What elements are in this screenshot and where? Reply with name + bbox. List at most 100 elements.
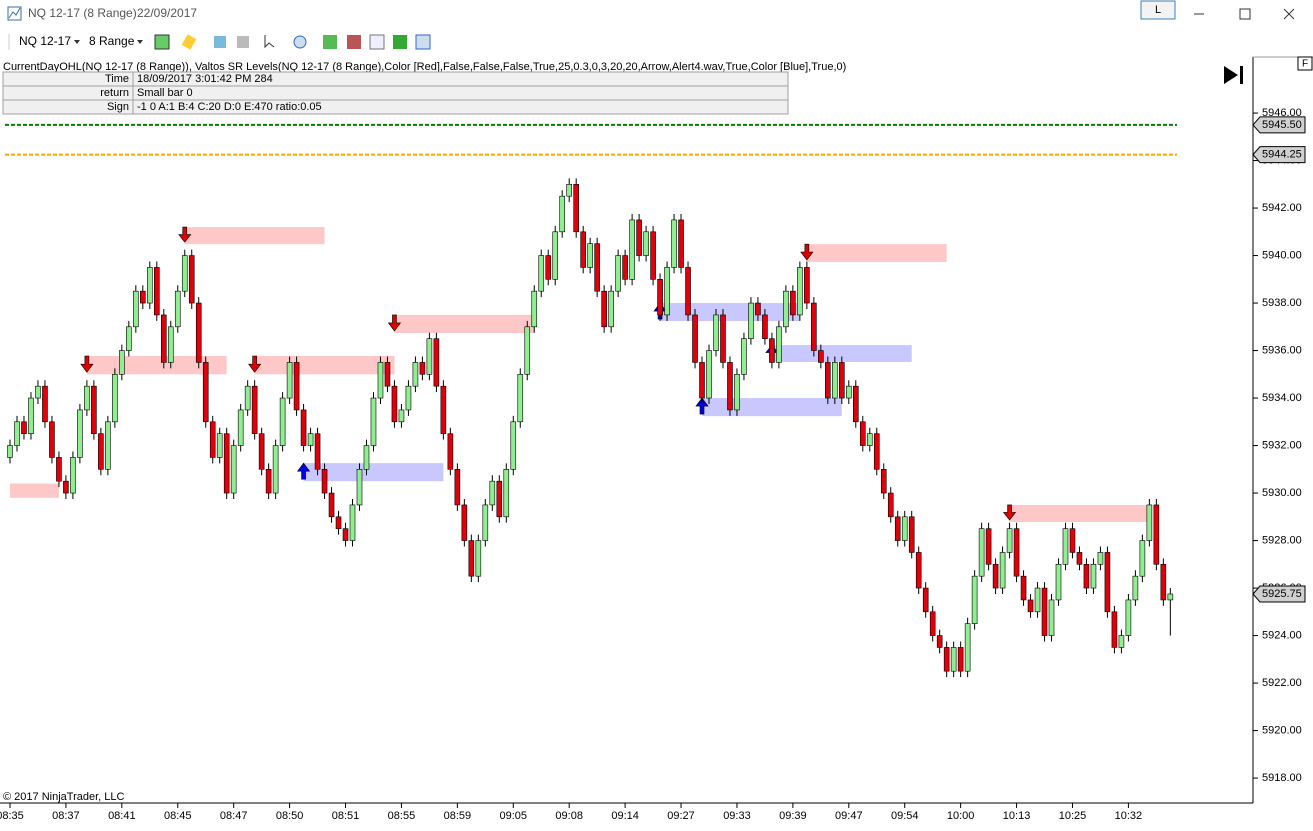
candle-body <box>915 552 922 589</box>
candle-body <box>1104 552 1111 613</box>
candle-body <box>356 469 363 506</box>
candle-body <box>636 219 642 256</box>
corner-box-label: F <box>1302 59 1308 70</box>
chart-area <box>0 57 1313 831</box>
x-tick-label: 09:05 <box>500 810 528 822</box>
candle-body <box>713 314 719 351</box>
candle-body <box>363 445 370 470</box>
sr-zone <box>660 303 800 322</box>
candle-body <box>188 255 195 304</box>
candle-body <box>852 385 859 423</box>
candle-body <box>748 302 754 339</box>
candle-body <box>692 314 698 363</box>
candle-body <box>377 362 384 399</box>
candle-body <box>307 433 314 446</box>
candle-body <box>14 421 20 446</box>
candle-body <box>91 385 97 434</box>
candle-body <box>1055 564 1062 601</box>
candle-body <box>63 480 69 494</box>
candle-body <box>293 362 300 411</box>
candle-body <box>1013 528 1020 577</box>
candle-body <box>1139 540 1146 577</box>
candle-body <box>650 231 656 280</box>
candle-body <box>405 385 412 411</box>
candle-body <box>601 290 607 328</box>
y-tick-label: 5922.00 <box>1262 677 1302 689</box>
candle-body <box>978 528 985 577</box>
candle-body <box>825 362 831 399</box>
candle-body <box>28 397 34 434</box>
y-tick-label: 5938.00 <box>1262 297 1302 309</box>
candle-body <box>755 302 761 316</box>
sr-zone <box>1009 504 1150 523</box>
candle-body <box>21 421 27 434</box>
y-tick-label: 5924.00 <box>1262 629 1302 641</box>
candle-body <box>545 255 552 280</box>
corner-box[interactable] <box>1297 56 1313 71</box>
candle-body <box>818 350 824 363</box>
candle-body <box>475 540 482 577</box>
candle-body <box>84 385 90 411</box>
y-tick-label: 5930.00 <box>1262 487 1302 499</box>
close-button[interactable] <box>1283 8 1295 20</box>
candle-body <box>503 469 510 518</box>
candle-body <box>1027 599 1034 613</box>
x-tick-label: 08:55 <box>388 810 416 822</box>
x-tick-label: 08:37 <box>52 810 80 822</box>
candle-body <box>594 243 600 292</box>
candle-body <box>936 635 943 648</box>
x-tick-label: 09:14 <box>611 810 639 822</box>
candle-body <box>894 516 901 541</box>
play-button[interactable] <box>1224 66 1243 84</box>
candle-body <box>832 362 838 399</box>
candle-body <box>587 243 593 268</box>
candle-body <box>1034 587 1041 613</box>
instrument-selector[interactable]: NQ 12-17 <box>19 34 71 48</box>
candle-body <box>140 290 146 304</box>
candle-body <box>922 587 929 613</box>
candle-body <box>880 469 887 494</box>
candle-body <box>244 385 251 411</box>
maximize-button[interactable] <box>1239 8 1251 20</box>
candle-body <box>195 302 202 363</box>
x-tick-label: 08:45 <box>164 810 192 822</box>
window-date: 22/09/2017 <box>137 6 197 20</box>
info-key: Time <box>105 73 129 85</box>
candle-body <box>776 326 782 363</box>
candle-body <box>811 302 817 351</box>
candle-body <box>531 290 538 328</box>
candle-body <box>223 433 230 494</box>
window-title: NQ 12-17 (8 Range) <box>28 6 137 20</box>
candle-body <box>328 492 335 518</box>
y-tick-label: 5946.00 <box>1262 107 1302 119</box>
period-selector[interactable]: 8 Range <box>89 34 135 48</box>
candle-body <box>42 385 48 423</box>
link-button[interactable] <box>1140 0 1176 20</box>
info-key: return <box>100 87 129 99</box>
candle-body <box>873 433 880 470</box>
candle-body <box>727 362 733 411</box>
plot <box>5 123 1177 678</box>
candle-body <box>943 647 950 672</box>
candle-body <box>1041 587 1048 636</box>
candle-body <box>370 397 377 446</box>
price-marker-label: 5945.50 <box>1262 119 1302 131</box>
candle-body <box>629 219 635 280</box>
candle-body <box>119 350 125 375</box>
x-tick-label: 10:00 <box>947 810 975 822</box>
candle-body <box>279 397 286 446</box>
candle-body <box>1048 599 1055 636</box>
candle-body <box>433 338 440 387</box>
candle-body <box>1118 635 1125 648</box>
candle-body <box>510 421 517 470</box>
candle-body <box>643 231 649 256</box>
candle-body <box>35 385 41 399</box>
candle-body <box>985 528 992 565</box>
candle-body <box>286 362 293 399</box>
x-tick-label: 08:50 <box>276 810 304 822</box>
toolbar-icons[interactable] <box>154 34 431 50</box>
candle-body <box>258 433 265 470</box>
candle-body <box>706 350 712 399</box>
x-tick-label: 08:47 <box>220 810 248 822</box>
candle-body <box>608 290 614 328</box>
